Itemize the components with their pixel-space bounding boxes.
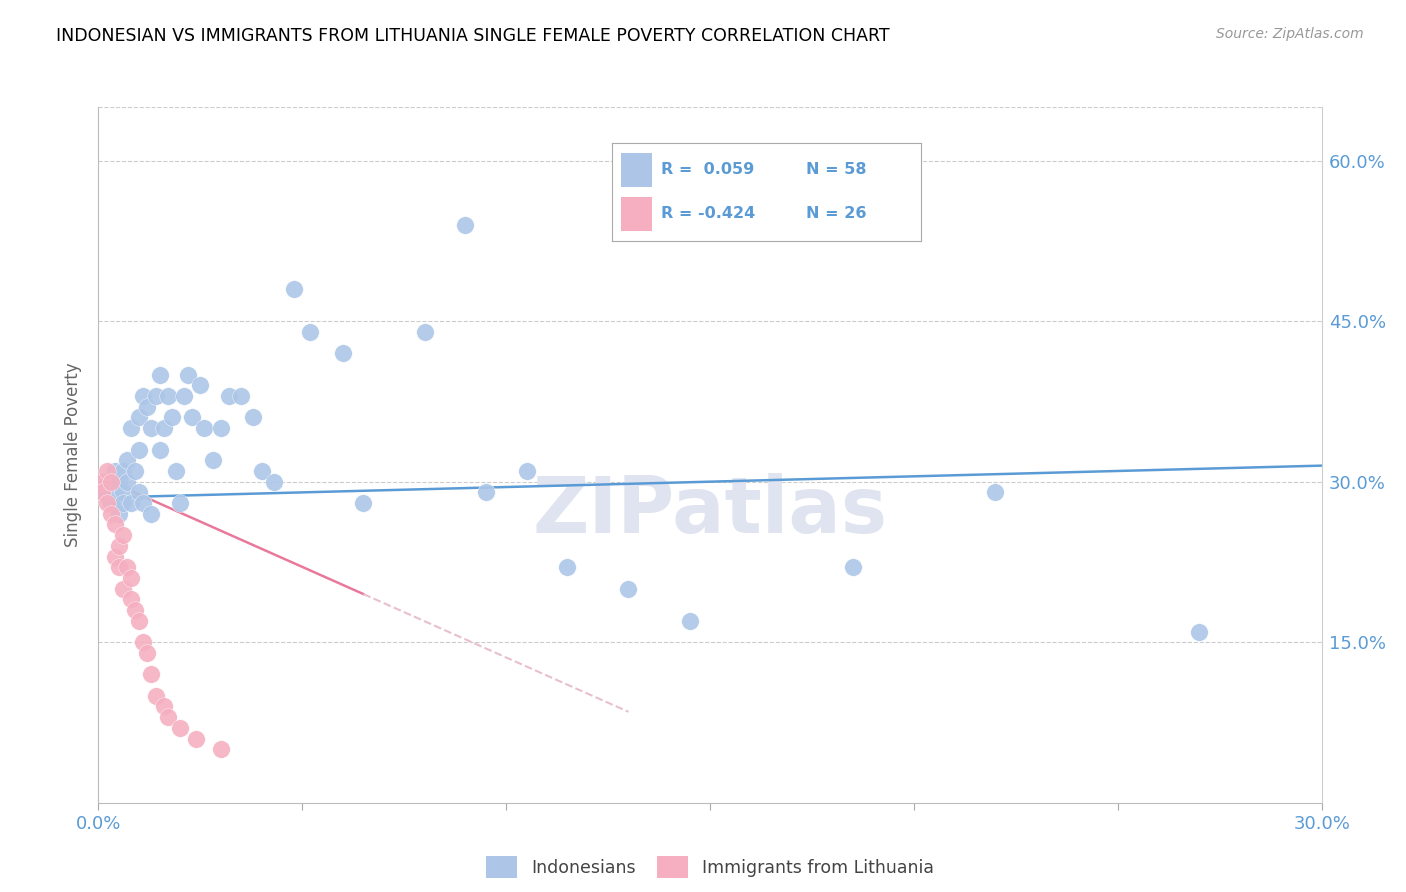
Point — [128, 410, 150, 425]
Point — [145, 689, 167, 703]
Text: N = 58: N = 58 — [807, 161, 868, 177]
Point — [516, 464, 538, 478]
Point — [108, 507, 131, 521]
Point — [128, 485, 150, 500]
Point — [250, 464, 273, 478]
Point — [984, 485, 1007, 500]
Point — [299, 325, 322, 339]
Point — [136, 400, 159, 414]
Point — [141, 507, 163, 521]
Point — [263, 475, 285, 489]
Point — [617, 582, 640, 596]
Y-axis label: Single Female Poverty: Single Female Poverty — [65, 363, 83, 547]
Point — [111, 464, 134, 478]
Point — [104, 464, 127, 478]
Point — [156, 710, 179, 724]
Point — [152, 421, 174, 435]
Point — [120, 496, 142, 510]
Point — [557, 560, 579, 574]
Point — [108, 475, 131, 489]
Point — [115, 453, 138, 467]
Point — [141, 421, 163, 435]
Point — [104, 485, 127, 500]
Point — [132, 389, 155, 403]
Point — [474, 485, 498, 500]
Point — [177, 368, 200, 382]
Point — [100, 475, 122, 489]
Point — [96, 496, 118, 510]
Point — [181, 410, 204, 425]
Point — [115, 475, 138, 489]
Point — [108, 539, 131, 553]
Point — [91, 475, 114, 489]
Point — [149, 368, 172, 382]
Point — [156, 389, 179, 403]
Point — [165, 464, 187, 478]
Point — [108, 560, 131, 574]
Point — [100, 496, 122, 510]
Bar — [621, 153, 652, 187]
Point — [352, 496, 374, 510]
Text: ZIPatlas: ZIPatlas — [533, 473, 887, 549]
Point — [120, 421, 142, 435]
Text: R =  0.059: R = 0.059 — [661, 161, 755, 177]
Point — [91, 485, 114, 500]
Point — [149, 442, 172, 457]
Point — [120, 592, 142, 607]
Point — [111, 528, 134, 542]
Point — [218, 389, 240, 403]
Point — [413, 325, 436, 339]
Point — [454, 218, 477, 232]
Text: N = 26: N = 26 — [807, 206, 868, 221]
Point — [100, 475, 122, 489]
Point — [100, 507, 122, 521]
Point — [209, 421, 232, 435]
Point — [231, 389, 253, 403]
Point — [209, 742, 232, 756]
Point — [169, 496, 191, 510]
Point — [193, 421, 215, 435]
Point — [332, 346, 354, 360]
Point — [145, 389, 167, 403]
Point — [128, 442, 150, 457]
Point — [104, 517, 127, 532]
Point — [120, 571, 142, 585]
Point — [160, 410, 183, 425]
Point — [91, 485, 114, 500]
Point — [96, 464, 118, 478]
Point — [152, 699, 174, 714]
Point — [124, 603, 146, 617]
Point — [104, 549, 127, 564]
Point — [186, 731, 208, 746]
Point — [141, 667, 163, 681]
Point — [111, 485, 134, 500]
Point — [132, 635, 155, 649]
Text: INDONESIAN VS IMMIGRANTS FROM LITHUANIA SINGLE FEMALE POVERTY CORRELATION CHART: INDONESIAN VS IMMIGRANTS FROM LITHUANIA … — [56, 27, 890, 45]
Point — [132, 496, 155, 510]
Point — [96, 475, 118, 489]
Point — [173, 389, 195, 403]
Point — [111, 496, 134, 510]
Legend: Indonesians, Immigrants from Lithuania: Indonesians, Immigrants from Lithuania — [479, 849, 941, 885]
Point — [1188, 624, 1211, 639]
Bar — [621, 197, 652, 231]
Point — [128, 614, 150, 628]
Point — [841, 560, 863, 574]
Point — [124, 464, 146, 478]
Point — [242, 410, 264, 425]
Point — [679, 614, 702, 628]
Text: R = -0.424: R = -0.424 — [661, 206, 755, 221]
Point — [188, 378, 212, 392]
Point — [283, 282, 305, 296]
Point — [115, 560, 138, 574]
Text: Source: ZipAtlas.com: Source: ZipAtlas.com — [1216, 27, 1364, 41]
Point — [169, 721, 191, 735]
Point — [201, 453, 224, 467]
Point — [111, 582, 134, 596]
Point — [136, 646, 159, 660]
